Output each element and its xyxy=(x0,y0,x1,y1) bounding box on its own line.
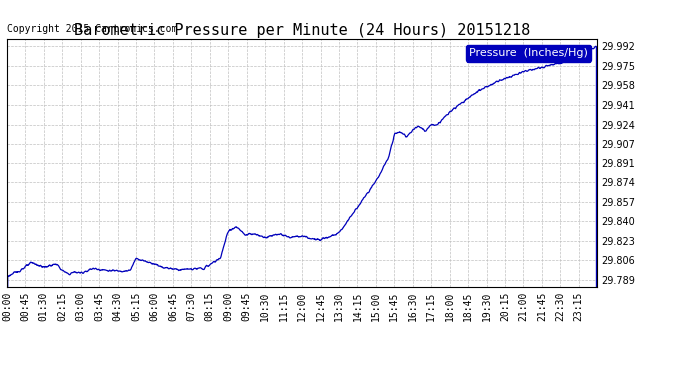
Pressure  (Inches/Hg) xyxy=(393,130,402,135)
Line: Pressure  (Inches/Hg): Pressure (Inches/Hg) xyxy=(7,46,597,375)
Pressure  (Inches/Hg) xyxy=(119,269,128,274)
Pressure  (Inches/Hg) xyxy=(592,44,600,48)
Title: Barometric Pressure per Minute (24 Hours) 20151218: Barometric Pressure per Minute (24 Hours… xyxy=(74,23,530,38)
Pressure  (Inches/Hg) xyxy=(522,69,531,74)
Pressure  (Inches/Hg) xyxy=(200,267,208,272)
Pressure  (Inches/Hg) xyxy=(134,257,142,261)
Legend: Pressure  (Inches/Hg): Pressure (Inches/Hg) xyxy=(466,45,591,62)
Text: Copyright 2015 Cartronics.com: Copyright 2015 Cartronics.com xyxy=(7,24,177,34)
Pressure  (Inches/Hg) xyxy=(471,92,479,96)
